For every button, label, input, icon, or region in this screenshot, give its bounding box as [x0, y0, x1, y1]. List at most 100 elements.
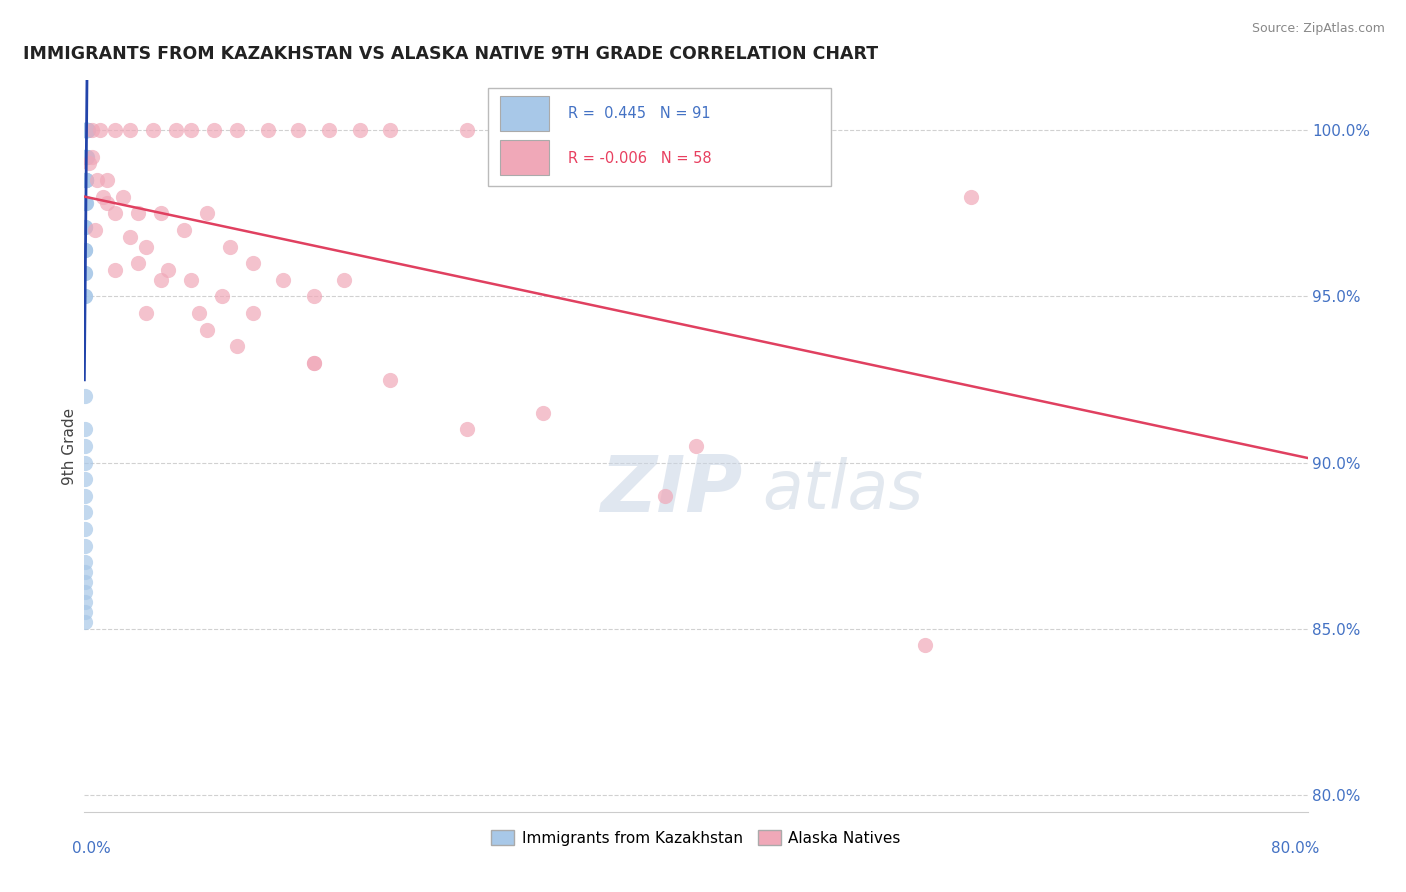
Point [75, 150, 97, 164]
Point [75, 389, 97, 403]
Point [75, 123, 97, 137]
Point [75, 289, 97, 303]
Point [75, 150, 97, 164]
Point [75, 123, 97, 137]
Text: 80.0%: 80.0% [1271, 841, 1320, 856]
Point [211, 289, 233, 303]
Point [75, 150, 97, 164]
Point [302, 289, 325, 303]
Point [89, 123, 111, 137]
Point [127, 256, 149, 270]
Point [75, 615, 97, 630]
Point [76, 123, 98, 137]
Point [75, 123, 97, 137]
Point [218, 239, 240, 253]
Point [242, 306, 264, 320]
Point [75, 522, 97, 536]
Point [75, 150, 97, 164]
Point [75, 506, 97, 520]
Point [76, 123, 98, 137]
Point [75, 173, 97, 187]
Point [104, 206, 127, 220]
Point [349, 123, 371, 137]
Point [180, 273, 202, 287]
Point [75, 150, 97, 164]
Text: 0.0%: 0.0% [72, 841, 111, 856]
Point [75, 123, 97, 137]
Text: Source: ZipAtlas.com: Source: ZipAtlas.com [1251, 22, 1385, 36]
Point [302, 356, 325, 370]
Point [142, 123, 165, 137]
Point [654, 489, 676, 503]
Point [333, 273, 356, 287]
Point [75, 196, 97, 211]
Point [75, 196, 97, 211]
Point [76, 123, 98, 137]
Point [76, 123, 98, 137]
Point [75, 123, 97, 137]
Point [75, 150, 97, 164]
Point [75, 422, 97, 436]
Y-axis label: 9th Grade: 9th Grade [62, 408, 77, 484]
Point [75, 123, 97, 137]
Point [75, 575, 97, 590]
Text: R = -0.006   N = 58: R = -0.006 N = 58 [568, 151, 711, 166]
Point [75, 243, 97, 257]
Point [226, 123, 249, 137]
Point [75, 456, 97, 470]
Point [75, 566, 97, 580]
Point [75, 173, 97, 187]
Text: IMMIGRANTS FROM KAZAKHSTAN VS ALASKA NATIVE 9TH GRADE CORRELATION CHART: IMMIGRANTS FROM KAZAKHSTAN VS ALASKA NAT… [22, 45, 879, 63]
Point [75, 123, 97, 137]
Point [609, 123, 631, 137]
Point [104, 123, 127, 137]
Point [180, 123, 202, 137]
Point [75, 173, 97, 187]
Point [76, 123, 98, 137]
Point [76, 123, 98, 137]
Point [531, 406, 554, 420]
Point [165, 123, 187, 137]
Point [380, 123, 402, 137]
Point [914, 639, 936, 653]
Point [75, 150, 97, 164]
Point [75, 150, 97, 164]
Point [685, 439, 707, 453]
Point [76, 123, 98, 137]
Point [75, 173, 97, 187]
Point [80, 123, 103, 137]
Point [149, 206, 172, 220]
Point [75, 605, 97, 619]
Point [75, 173, 97, 187]
Point [75, 123, 97, 137]
Point [202, 123, 225, 137]
Point [75, 123, 97, 137]
Point [456, 123, 478, 137]
Point [75, 123, 97, 137]
Point [75, 123, 97, 137]
Point [86, 173, 108, 187]
Point [157, 262, 180, 277]
Point [96, 173, 118, 187]
Point [318, 123, 340, 137]
FancyBboxPatch shape [488, 87, 831, 186]
Point [75, 196, 97, 211]
Point [127, 206, 149, 220]
Point [75, 243, 97, 257]
Point [76, 150, 98, 164]
Point [195, 323, 218, 337]
Point [75, 123, 97, 137]
Point [135, 239, 157, 253]
Point [302, 356, 325, 370]
Point [75, 123, 97, 137]
Legend: Immigrants from Kazakhstan, Alaska Natives: Immigrants from Kazakhstan, Alaska Nativ… [485, 823, 907, 852]
Point [75, 219, 97, 234]
Point [960, 189, 983, 203]
Point [76, 123, 98, 137]
Point [75, 173, 97, 187]
Point [75, 123, 97, 137]
Point [149, 273, 172, 287]
Point [75, 123, 97, 137]
Point [75, 150, 97, 164]
Point [75, 196, 97, 211]
